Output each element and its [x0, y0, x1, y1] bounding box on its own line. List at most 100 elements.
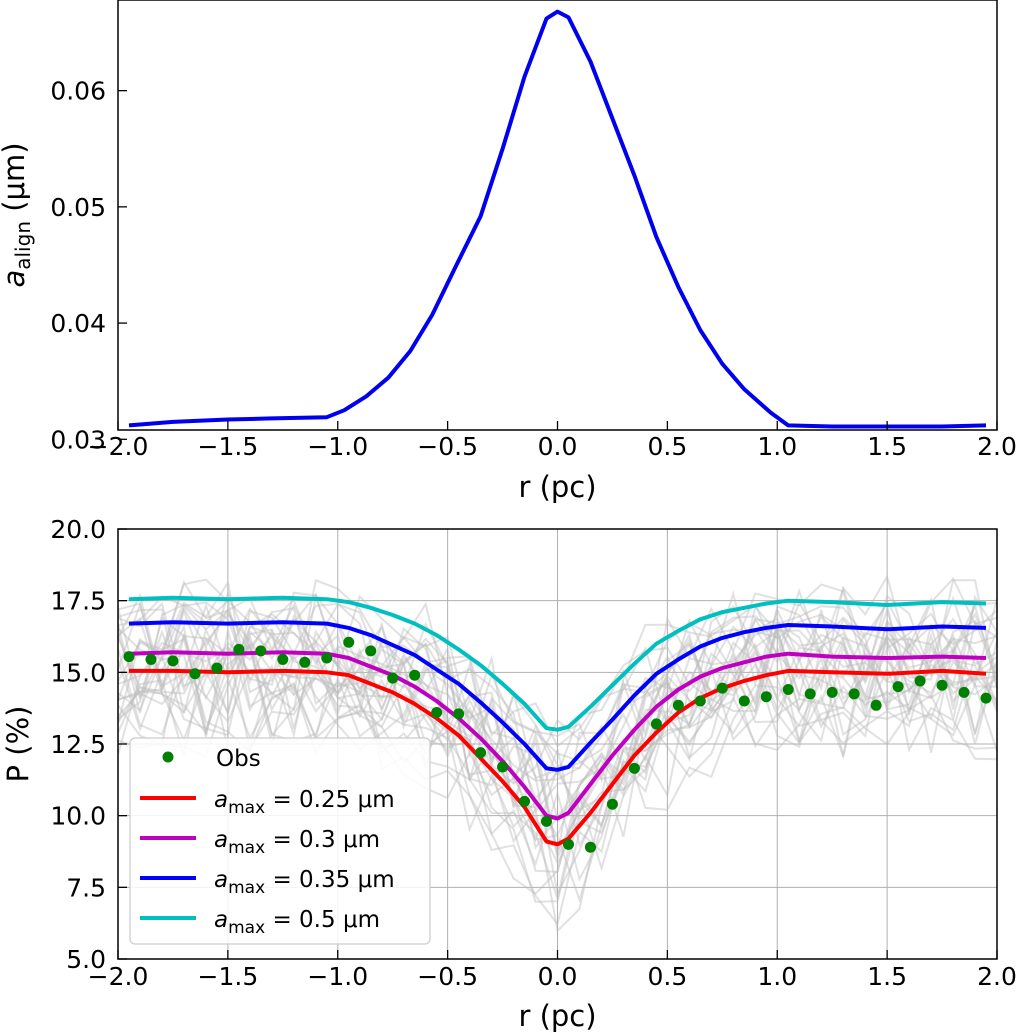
obs-point	[387, 672, 399, 684]
legend-label-035-main: a	[214, 867, 228, 893]
ensemble-line	[118, 602, 997, 781]
bottom-axes-layer: −2.0 −1.5 −1.0 −0.5 0.0 0.5 1.0 1.5 2.0 5.0 7.5 10.…	[50, 515, 1017, 991]
top-ylabel-main: a	[0, 270, 31, 288]
obs-point	[584, 841, 596, 853]
bottom-model-layer	[128, 595, 987, 847]
model-line-3	[128, 595, 987, 732]
legend-label-05: amax = 0.5 μm	[214, 907, 380, 938]
bottom-panel: −2.0 −1.5 −1.0 −0.5 0.0 0.5 1.0 1.5 2.0 5.0 7.5 10.…	[1, 515, 1017, 1033]
ensemble-line	[118, 624, 997, 897]
legend-label-035: amax = 0.35 μm	[214, 867, 395, 898]
top-xtick-label: −1.0	[307, 432, 368, 461]
ensemble-line	[118, 598, 997, 861]
obs-point	[475, 747, 487, 759]
ensemble-line	[118, 643, 997, 841]
obs-point	[233, 643, 245, 655]
obs-point	[892, 681, 904, 693]
top-xtick-label: −0.5	[417, 432, 478, 461]
bottom-xtick-label: −1.5	[198, 962, 259, 991]
obs-point	[519, 795, 531, 807]
bottom-xtick-label: 1.5	[867, 962, 907, 991]
top-xtick-label: −1.5	[198, 432, 259, 461]
bottom-xtick-label: 2.0	[977, 962, 1017, 991]
ensemble-line	[118, 598, 997, 814]
top-xtick-label: 1.5	[867, 432, 907, 461]
obs-point	[145, 653, 157, 665]
top-ytick-label: 0.04	[50, 309, 106, 338]
ensemble-line	[118, 637, 997, 866]
top-series-line	[128, 9, 987, 429]
ensemble-line	[118, 624, 997, 882]
obs-point	[980, 692, 992, 704]
top-ytick-label: 0.05	[50, 193, 106, 222]
obs-point	[694, 695, 706, 707]
bottom-xtick-label: 0.5	[647, 962, 687, 991]
bottom-xtick-label: 0.0	[538, 962, 578, 991]
obs-point	[958, 686, 970, 698]
top-xtick-label: 1.0	[757, 432, 797, 461]
bottom-plot-frame	[117, 528, 998, 960]
legend-label-035-rest: = 0.35 μm	[265, 867, 394, 893]
top-ylabel-sub: align	[11, 221, 35, 270]
top-ylabel: aalign (μm)	[0, 142, 35, 287]
ensemble-line	[118, 641, 997, 933]
legend-label-025-main: a	[214, 787, 228, 813]
obs-point	[672, 699, 684, 711]
legend-label-025-sub: max	[228, 798, 265, 818]
bottom-ylabel: P (%)	[1, 706, 35, 783]
bottom-xtick-label: −2.0	[88, 962, 149, 991]
legend-label-035-sub: max	[228, 878, 265, 898]
top-curve-layer	[128, 9, 987, 429]
legend-obs-label: Obs	[216, 746, 261, 772]
obs-point	[497, 761, 509, 773]
legend-label-025-rest: = 0.25 μm	[265, 787, 394, 813]
legend-label-03-rest: = 0.3 μm	[265, 827, 380, 853]
bottom-ytick-label: 12.5	[50, 730, 106, 759]
obs-point	[782, 684, 794, 696]
obs-point	[167, 655, 179, 667]
obs-point	[606, 798, 618, 810]
top-xlabel: r (pc)	[518, 470, 596, 504]
obs-point	[343, 636, 355, 648]
obs-point	[365, 645, 377, 657]
bottom-ytick-label: 5.0	[66, 945, 106, 974]
bottom-ytick-label: 15.0	[50, 658, 106, 687]
ensemble-line	[118, 617, 997, 873]
legend-label-05-rest: = 0.5 μm	[265, 907, 380, 933]
bottom-ytick-label: 10.0	[50, 802, 106, 831]
obs-point	[562, 838, 574, 850]
legend: Obs amax = 0.25 μm amax = 0.3 μm amax = …	[129, 737, 431, 945]
top-ylabel-unit: (μm)	[0, 142, 31, 221]
obs-point	[870, 699, 882, 711]
obs-point	[804, 688, 816, 700]
obs-point	[321, 652, 333, 664]
obs-point	[738, 695, 750, 707]
ensemble-line	[118, 634, 997, 927]
obs-point	[826, 686, 838, 698]
bottom-ytick-label: 17.5	[50, 587, 106, 616]
top-xtick-label: −2.0	[88, 432, 149, 461]
ensemble-line	[118, 574, 997, 784]
legend-label-03: amax = 0.3 μm	[214, 827, 380, 858]
obs-point	[936, 679, 948, 691]
obs-point	[277, 653, 289, 665]
ensemble-line	[118, 646, 997, 896]
obs-point	[409, 669, 421, 681]
bottom-xtick-label: −1.0	[307, 962, 368, 991]
bottom-obs-layer	[123, 636, 992, 853]
obs-point	[189, 668, 201, 680]
bottom-xlabel: r (pc)	[518, 999, 596, 1033]
obs-point	[760, 691, 772, 703]
obs-point	[541, 815, 553, 827]
ensemble-line	[118, 579, 997, 785]
ensemble-line	[118, 602, 997, 843]
legend-box	[129, 737, 431, 945]
top-xtick-label: 2.0	[977, 432, 1017, 461]
top-plot-frame	[117, 0, 998, 431]
ensemble-line	[118, 612, 997, 782]
legend-obs-marker	[162, 751, 174, 763]
top-xtick-label: 0.0	[538, 432, 578, 461]
obs-point	[914, 675, 926, 687]
obs-point	[848, 688, 860, 700]
